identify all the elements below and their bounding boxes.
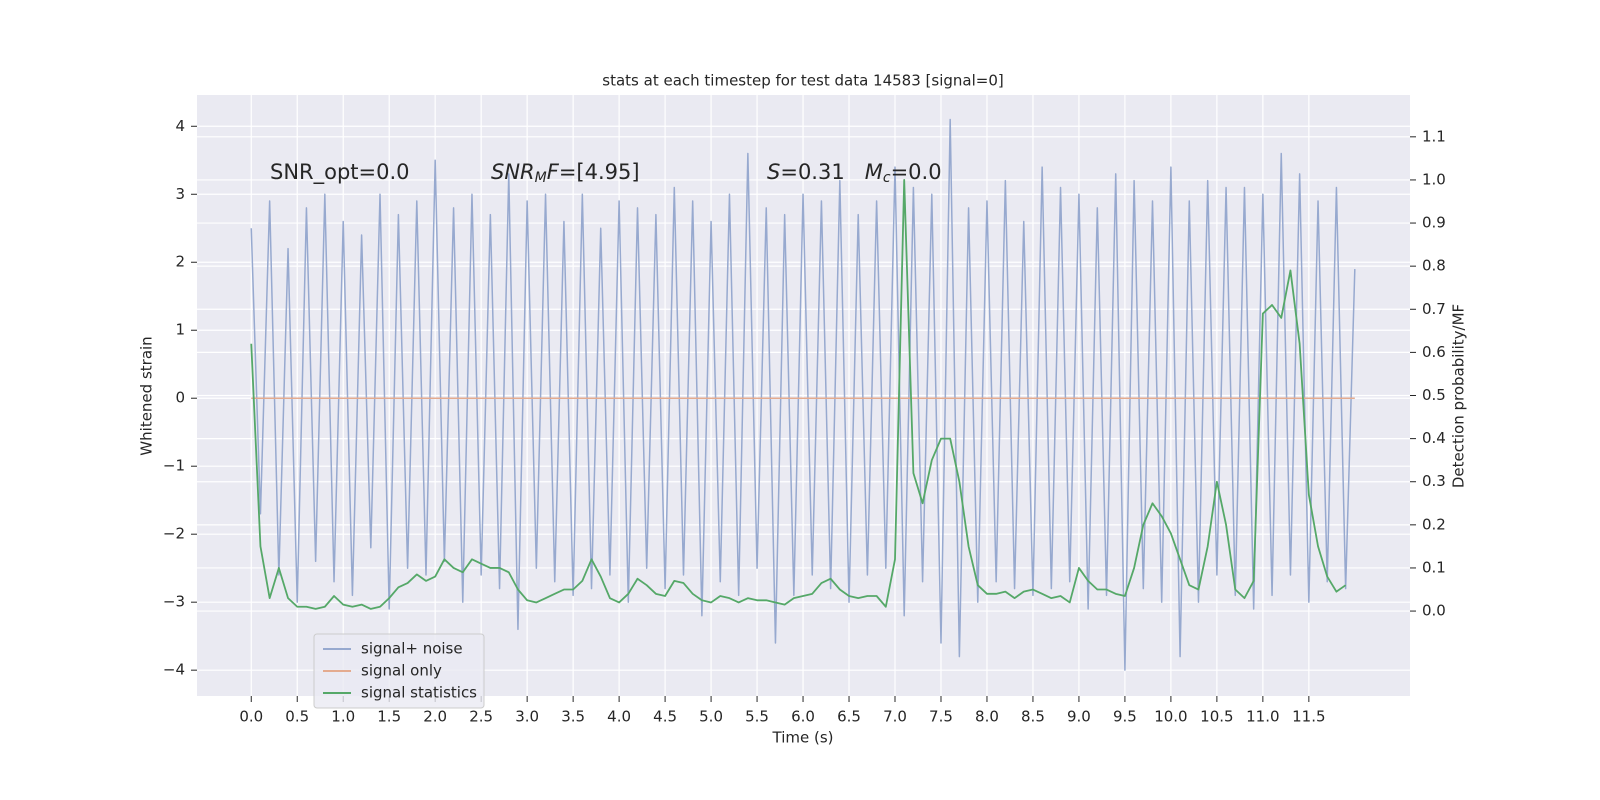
annotation-part: SNR	[491, 160, 535, 184]
annotation-part: c	[883, 170, 891, 186]
y-tick-label: −3	[163, 593, 185, 611]
y2-tick-label: 0.6	[1422, 343, 1446, 361]
x-tick-label: 3.0	[515, 708, 539, 726]
x-tick-label: 8.5	[1021, 708, 1045, 726]
x-tick-label: 6.5	[837, 708, 861, 726]
y2-tick-label: 0.1	[1422, 558, 1446, 576]
x-tick-label: 9.5	[1113, 708, 1137, 726]
y-tick-label: 3	[175, 185, 185, 203]
annotation-part: M	[535, 170, 547, 186]
legend-box	[313, 633, 485, 709]
x-tick-label: 5.5	[745, 708, 769, 726]
y-tick-label: 1	[175, 321, 185, 339]
x-tick-label: 0.5	[285, 708, 309, 726]
y2-tick-label: 0.8	[1422, 257, 1446, 275]
y-tick-label: −4	[163, 661, 185, 679]
y-tick-label: 4	[175, 117, 185, 135]
y2-tick-label: 0.7	[1422, 300, 1446, 318]
x-tick-label: 4.0	[607, 708, 631, 726]
x-tick-label: 4.5	[653, 708, 677, 726]
series-line	[250, 179, 1347, 610]
x-tick-label: 3.5	[561, 708, 585, 726]
data-layer	[250, 118, 1356, 671]
x-tick-label: 11.5	[1292, 708, 1325, 726]
y2-tick-label: 0.5	[1422, 386, 1446, 404]
chart-title: stats at each timestep for test data 145…	[602, 72, 1003, 90]
annotation-part: S	[767, 160, 780, 184]
x-tick-label: 2.5	[469, 708, 493, 726]
x-tick-label: 7.0	[883, 708, 907, 726]
x-tick-label: 2.0	[423, 708, 447, 726]
y2-axis-label: Detection probability/MF	[1450, 304, 1468, 488]
annotation-part: F	[547, 160, 560, 184]
annotation: SNRMF=[4.95]	[491, 160, 640, 186]
y-axis-label: Whitened strain	[138, 336, 156, 455]
annotation-part: =0.0	[891, 160, 942, 184]
series-line	[250, 118, 1356, 671]
annotation-part: =[4.95]	[559, 160, 640, 184]
x-tick-label: 11.0	[1246, 708, 1279, 726]
x-tick-label: 9.0	[1067, 708, 1091, 726]
x-axis-label: Time (s)	[772, 729, 834, 747]
y-tick-label: −1	[163, 457, 185, 475]
y2-tick-label: 0.9	[1422, 214, 1446, 232]
x-tick-label: 7.5	[929, 708, 953, 726]
legend: signal+ noise signal only signal statistic…	[313, 633, 485, 709]
annotation: S=0.31 Mc=0.0	[767, 160, 942, 186]
x-tick-label: 1.0	[331, 708, 355, 726]
annotation: SNR_opt=0.0	[270, 160, 410, 185]
x-tick-label: 10.5	[1200, 708, 1233, 726]
x-tick-label: 8.0	[975, 708, 999, 726]
y2-tick-label: 0.4	[1422, 429, 1446, 447]
y-tick-label: 2	[175, 253, 185, 271]
y2-tick-label: 0.0	[1422, 602, 1446, 620]
x-tick-label: 1.5	[377, 708, 401, 726]
legend-label: signal+ noise	[361, 640, 463, 658]
annotation-part: SNR_opt=0.0	[270, 160, 410, 185]
y-tick-label: −2	[163, 525, 185, 543]
legend-label: signal only	[361, 662, 442, 680]
legend-label: signal statistics	[361, 684, 477, 702]
y2-tick-label: 0.2	[1422, 515, 1446, 533]
y2-tick-label: 0.3	[1422, 472, 1446, 490]
ticks: 0.0 0.5 1.0 1.5 2.0 2.5 3.0 3.5 4.0 4.5 5.0 5.5 6.0 6…	[163, 117, 1446, 726]
x-tick-label: 5.0	[699, 708, 723, 726]
annotation-part: =0.31	[780, 160, 864, 184]
x-tick-label: 10.0	[1154, 708, 1187, 726]
y2-tick-label: 1.0	[1422, 170, 1446, 188]
y2-tick-label: 1.1	[1422, 127, 1446, 145]
x-tick-label: 6.0	[791, 708, 815, 726]
annotation-part: M	[865, 160, 883, 184]
x-tick-label: 0.0	[239, 708, 263, 726]
y-tick-label: 0	[175, 389, 185, 407]
